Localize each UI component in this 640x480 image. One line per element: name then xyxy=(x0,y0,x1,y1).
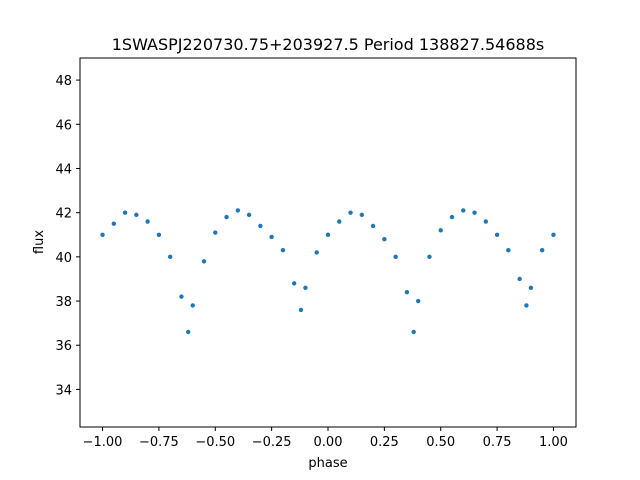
x-tick-label: −0.75 xyxy=(139,435,179,450)
x-axis-label: phase xyxy=(308,456,347,471)
y-tick-label: 38 xyxy=(55,295,72,310)
data-point xyxy=(134,212,139,218)
data-point xyxy=(483,219,489,224)
data-point xyxy=(359,212,365,218)
data-point xyxy=(156,232,162,237)
data-point xyxy=(145,219,150,224)
data-point xyxy=(325,232,331,237)
y-axis-label: flux xyxy=(32,230,47,254)
data-point xyxy=(438,228,443,233)
data-point xyxy=(235,208,241,213)
chart-title: 1SWASPJ220730.75+203927.5 Period 138827.… xyxy=(112,35,544,54)
x-tick-label: 0.25 xyxy=(370,435,399,450)
data-point xyxy=(190,303,195,308)
data-point xyxy=(528,285,534,290)
x-tick-label: 0.75 xyxy=(483,435,512,450)
data-point xyxy=(167,254,173,260)
data-point xyxy=(186,329,191,335)
data-point xyxy=(506,248,511,253)
data-point xyxy=(551,232,556,237)
y-tick-label: 34 xyxy=(55,383,72,398)
data-point xyxy=(314,250,319,255)
data-point xyxy=(122,210,128,215)
data-point xyxy=(179,294,184,299)
data-point xyxy=(393,254,398,260)
data-point xyxy=(213,230,218,235)
data-point xyxy=(348,210,353,215)
y-tick-label: 42 xyxy=(55,207,72,222)
plot-frame xyxy=(79,57,577,428)
data-point xyxy=(298,307,304,313)
data-point xyxy=(461,208,466,213)
y-tick-label: 46 xyxy=(55,118,72,133)
data-point xyxy=(449,214,455,220)
data-point xyxy=(382,236,387,242)
y-tick-label: 44 xyxy=(55,162,72,177)
y-tick-label: 36 xyxy=(55,339,72,354)
x-tick-label: 0.00 xyxy=(314,435,343,450)
data-point xyxy=(517,276,522,282)
scatter-points xyxy=(100,208,556,335)
y-axis-ticks: 34 36 38 40 42 44 46 48 xyxy=(55,74,80,398)
data-point xyxy=(411,329,416,335)
data-point xyxy=(246,212,252,218)
x-axis-ticks: −1.00 −0.75 −0.50 −0.25 0.00 0.25 0.50 0.75 1.00 xyxy=(83,427,568,450)
data-point xyxy=(494,232,500,237)
x-tick-label: −0.50 xyxy=(195,435,235,450)
data-point xyxy=(111,221,117,226)
x-tick-label: −1.00 xyxy=(83,435,123,450)
data-point xyxy=(303,285,308,290)
data-point xyxy=(370,223,376,229)
data-point xyxy=(280,248,286,253)
y-tick-label: 48 xyxy=(55,74,72,89)
data-point xyxy=(269,234,274,240)
x-tick-label: −0.25 xyxy=(252,435,292,450)
data-point xyxy=(415,298,421,304)
data-point xyxy=(404,290,410,295)
x-tick-label: 1.00 xyxy=(539,435,568,450)
x-tick-label: 0.50 xyxy=(426,435,455,450)
data-point xyxy=(258,223,263,229)
data-point xyxy=(291,281,297,286)
data-point xyxy=(427,254,432,260)
data-point xyxy=(337,219,342,224)
data-point xyxy=(472,210,477,215)
data-point xyxy=(539,248,545,253)
data-point xyxy=(224,214,229,220)
data-point xyxy=(201,259,207,264)
data-point xyxy=(524,303,529,308)
y-tick-label: 40 xyxy=(55,251,72,266)
data-point xyxy=(100,232,105,237)
